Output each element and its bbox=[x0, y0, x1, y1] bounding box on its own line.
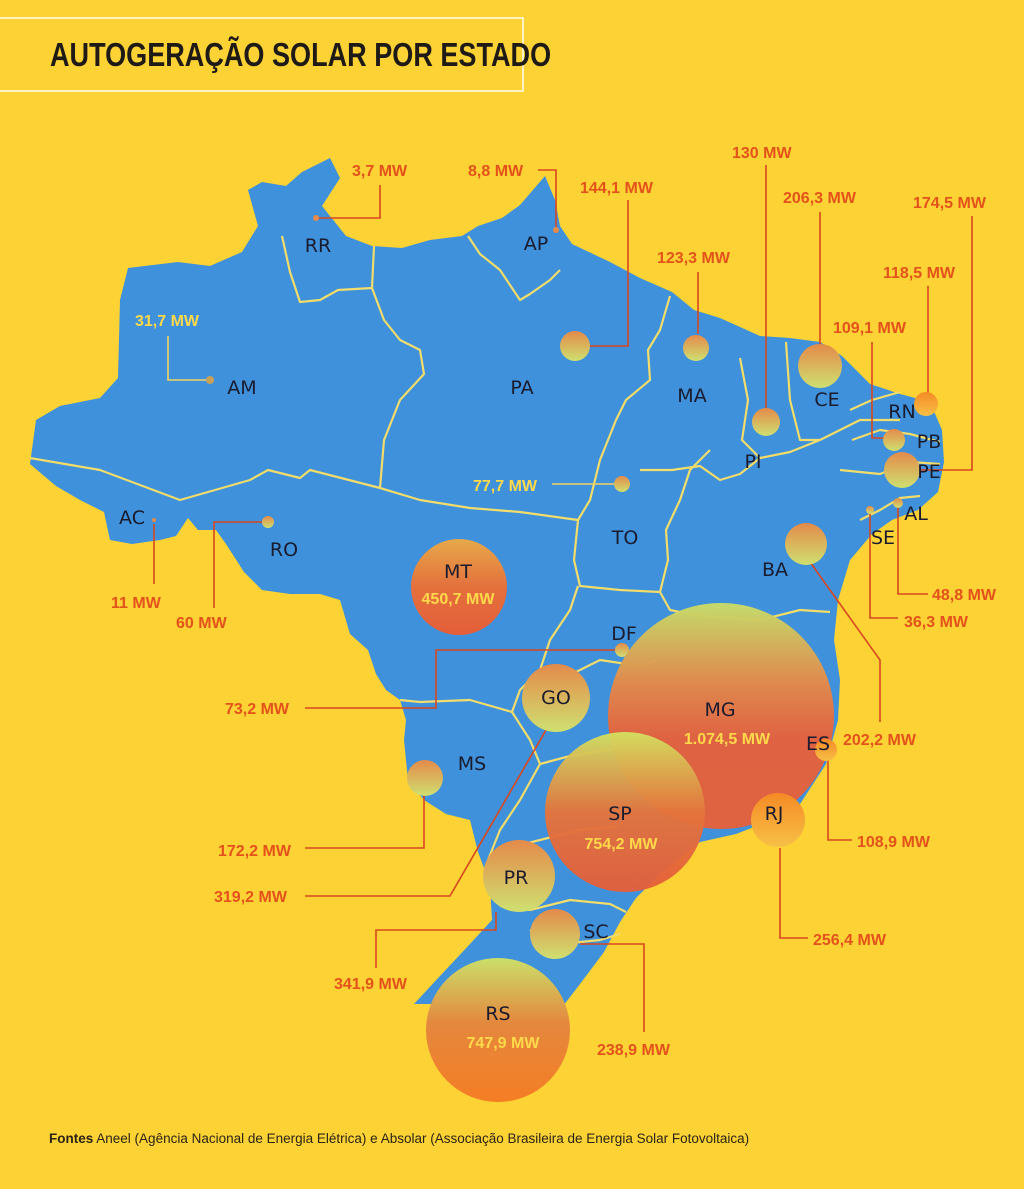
bubble-pe bbox=[884, 452, 920, 488]
value-ma: 123,3 MW bbox=[657, 250, 731, 267]
label-al: AL bbox=[904, 503, 928, 525]
label-ap: AP bbox=[524, 233, 548, 255]
value-pr: 341,9 MW bbox=[334, 976, 408, 993]
value-pi: 130 MW bbox=[732, 145, 792, 162]
label-pe: PE bbox=[917, 461, 940, 483]
label-sp: SP bbox=[608, 803, 632, 825]
bubbles bbox=[152, 215, 938, 1102]
label-ba: BA bbox=[762, 559, 788, 581]
leader-lines bbox=[153, 165, 973, 1032]
label-se: SE bbox=[871, 527, 895, 549]
label-ro: RO bbox=[270, 539, 298, 561]
label-mg: MG bbox=[704, 699, 735, 721]
bubble-to bbox=[614, 476, 630, 492]
label-sc: SC bbox=[583, 921, 608, 943]
bubble-rr bbox=[313, 215, 319, 221]
label-df: DF bbox=[611, 623, 637, 645]
bubble-pb bbox=[883, 429, 905, 451]
label-am: AM bbox=[227, 377, 256, 399]
value-se: 36,3 MW bbox=[904, 614, 969, 631]
value-rr: 3,7 MW bbox=[352, 163, 408, 180]
value-rn: 118,5 MW bbox=[883, 265, 956, 282]
bubble-se bbox=[866, 506, 874, 514]
label-mt: MT bbox=[444, 561, 472, 583]
label-go: GO bbox=[541, 687, 571, 709]
label-ac: AC bbox=[119, 507, 145, 529]
bubble-mt bbox=[411, 539, 507, 635]
bubble-ma bbox=[683, 335, 709, 361]
label-rr: RR bbox=[305, 235, 331, 257]
value-pa: 144,1 MW bbox=[580, 180, 654, 197]
value-rj: 256,4 MW bbox=[813, 932, 887, 949]
source-text: Aneel (Agência Nacional de Energia Elétr… bbox=[96, 1131, 750, 1146]
bubble-pr bbox=[483, 840, 555, 912]
value-ba: 202,2 MW bbox=[843, 732, 917, 749]
bubble-sc bbox=[530, 909, 580, 959]
value-am: 31,7 MW bbox=[135, 313, 200, 330]
bubble-es bbox=[815, 739, 837, 761]
value-es: 108,9 MW bbox=[857, 834, 931, 851]
value-ro: 60 MW bbox=[176, 615, 228, 632]
label-pb: PB bbox=[917, 431, 942, 453]
bubble-ap bbox=[553, 227, 559, 233]
value-go: 319,2 MW bbox=[214, 889, 288, 906]
chart-title: AUTOGERAÇÃO SOLAR POR ESTADO bbox=[50, 36, 552, 73]
value-mt: 450,7 MW bbox=[422, 591, 496, 608]
value-ce: 206,3 MW bbox=[783, 190, 857, 207]
bubble-go bbox=[522, 664, 590, 732]
bubble-ro bbox=[262, 516, 274, 528]
bubble-ba bbox=[785, 523, 827, 565]
bubble-am bbox=[206, 376, 214, 384]
value-sp: 754,2 MW bbox=[585, 836, 659, 853]
label-rs: RS bbox=[485, 1003, 510, 1025]
bubble-df bbox=[615, 643, 629, 657]
source-note: Fontes Aneel (Agência Nacional de Energi… bbox=[49, 1131, 749, 1146]
label-pa: PA bbox=[510, 377, 533, 399]
value-ms: 172,2 MW bbox=[218, 843, 292, 860]
label-ce: CE bbox=[814, 389, 839, 411]
value-sc: 238,9 MW bbox=[597, 1042, 671, 1059]
title-frame bbox=[0, 17, 524, 92]
label-rj: RJ bbox=[765, 803, 784, 825]
bubble-rs bbox=[426, 958, 570, 1102]
state-labels: RR AP AM PA MA PI CE RN PB PE AL SE BA T… bbox=[119, 233, 941, 1025]
label-pr: PR bbox=[504, 867, 529, 889]
inner-values: 450,7 MW 1.074,5 MW 754,2 MW 747,9 MW bbox=[422, 591, 771, 1052]
value-pb: 109,1 MW bbox=[833, 320, 907, 337]
label-ms: MS bbox=[458, 753, 486, 775]
label-pi: PI bbox=[744, 451, 761, 473]
external-values: 3,7 MW 8,8 MW 31,7 MW 144,1 MW 123,3 MW … bbox=[111, 145, 997, 1059]
label-to: TO bbox=[611, 527, 639, 549]
value-al: 48,8 MW bbox=[932, 587, 997, 604]
bubble-rn bbox=[914, 392, 938, 416]
bubble-ms bbox=[407, 760, 443, 796]
bubble-sp bbox=[545, 732, 705, 892]
bubble-ce bbox=[798, 344, 842, 388]
value-mg: 1.074,5 MW bbox=[684, 731, 771, 748]
bubble-pa bbox=[560, 331, 590, 361]
bubble-al bbox=[893, 498, 903, 508]
label-ma: MA bbox=[677, 385, 706, 407]
label-es: ES bbox=[806, 733, 830, 755]
bubble-pi bbox=[752, 408, 780, 436]
value-ac: 11 MW bbox=[111, 595, 162, 612]
source-label: Fontes bbox=[49, 1131, 94, 1146]
value-rs: 747,9 MW bbox=[467, 1035, 541, 1052]
value-ap: 8,8 MW bbox=[468, 163, 524, 180]
value-to: 77,7 MW bbox=[473, 478, 538, 495]
bubble-ac bbox=[152, 518, 156, 522]
value-pe: 174,5 MW bbox=[913, 195, 987, 212]
value-df: 73,2 MW bbox=[225, 701, 290, 718]
bubble-rj bbox=[751, 793, 805, 847]
label-rn: RN bbox=[888, 401, 915, 423]
